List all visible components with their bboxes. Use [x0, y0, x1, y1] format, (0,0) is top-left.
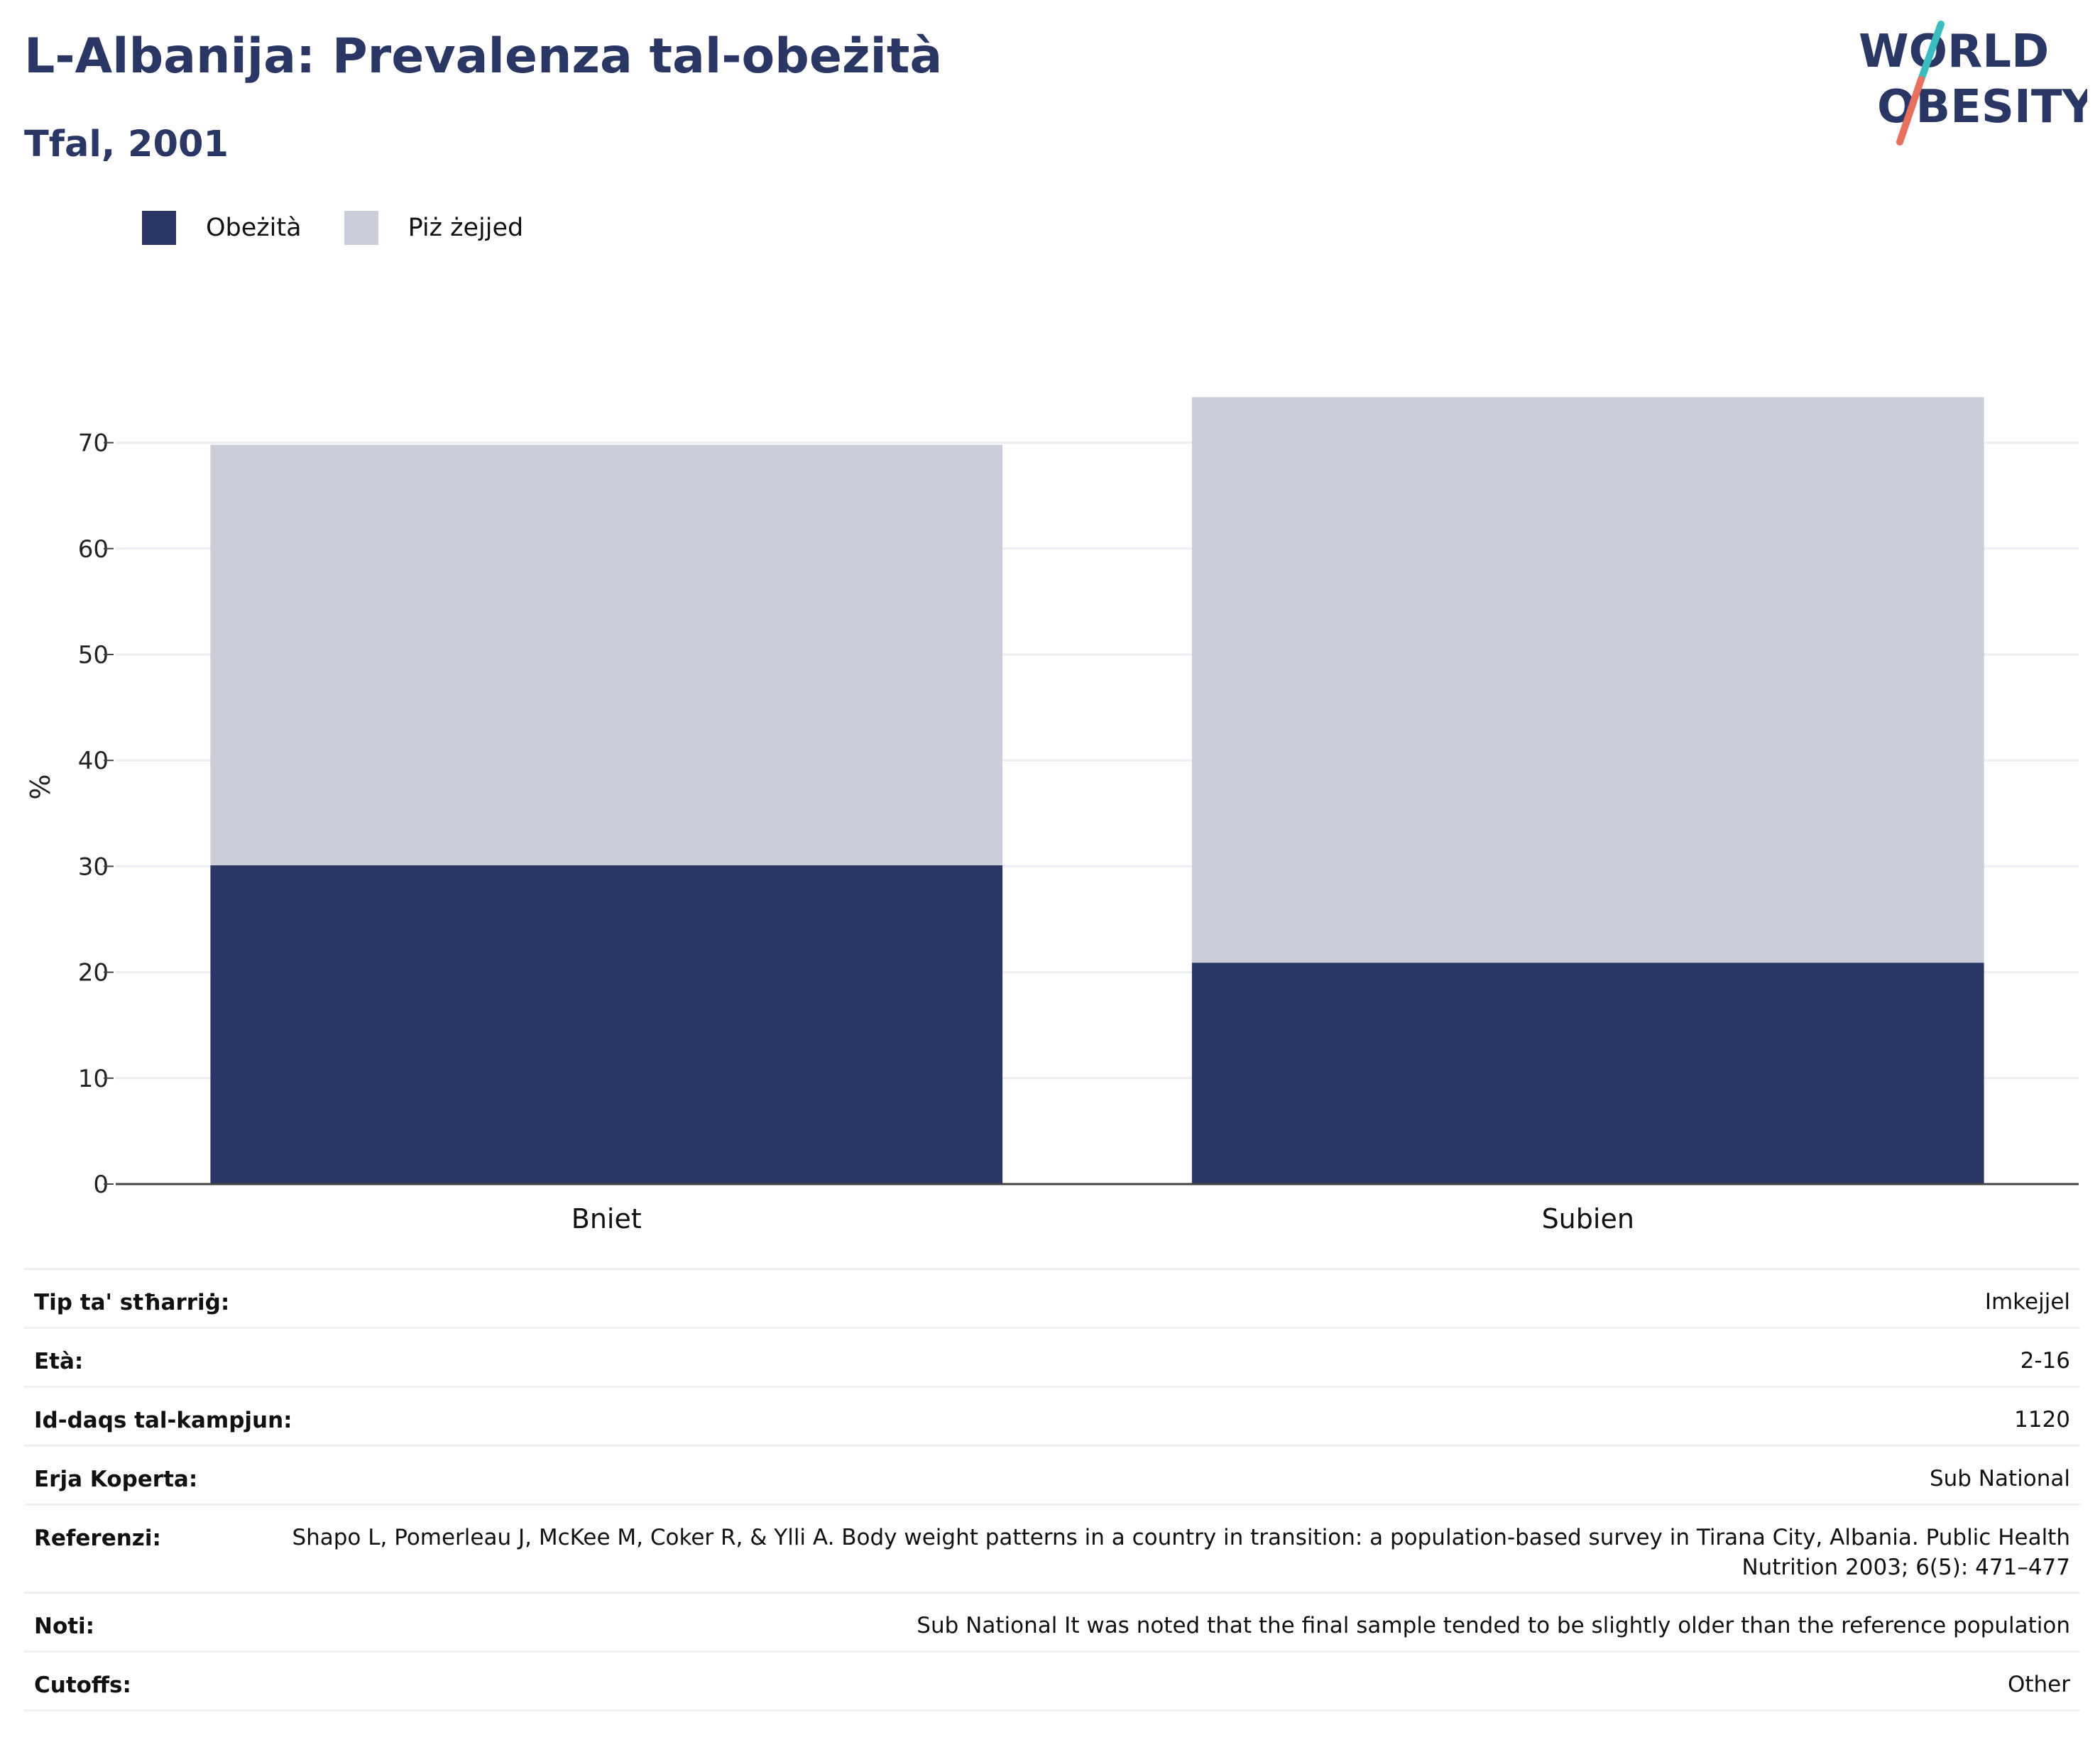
- details-row: Id-daqs tal-kampjun: 1120: [24, 1386, 2080, 1445]
- y-tick-label: 10: [78, 1065, 109, 1093]
- details-value: 1120: [2014, 1407, 2070, 1433]
- x-tick-label: Bniet: [572, 1203, 642, 1234]
- details-label: Erja Koperta:: [34, 1467, 198, 1492]
- details-label: Cutoffs:: [34, 1672, 131, 1698]
- details-row: Erja Koperta: Sub National: [24, 1445, 2080, 1504]
- y-tick-label: 0: [93, 1171, 109, 1199]
- bar-overweight-subien: [1191, 397, 1984, 963]
- logo-line1: WORLD: [1859, 26, 2049, 78]
- legend-label-overweight: Piż żejjed: [408, 214, 524, 242]
- y-tick-label: 40: [78, 747, 109, 775]
- details-table: Tip ta' stħarriġ: Imkejjel Età: 2-16 Id-daqs…: [24, 1268, 2080, 1712]
- y-tick-label: 70: [78, 429, 109, 458]
- details-label: Referenzi:: [34, 1526, 161, 1551]
- details-row: Età: 2-16: [24, 1327, 2080, 1386]
- details-row: Noti: Sub National It was noted that the …: [24, 1592, 2080, 1650]
- details-label: Noti:: [34, 1614, 95, 1639]
- legend-item-obesity[interactable]: Obeżità: [142, 211, 302, 245]
- details-label: Id-daqs tal-kampjun:: [34, 1408, 292, 1433]
- bar-obesity-subien: [1191, 963, 1984, 1184]
- legend: Obeżità Piż żejjed: [142, 211, 566, 245]
- bar-chart: 0 10 20 30 40 50 60 70% Bniet Subien: [25, 397, 2079, 1234]
- details-value: Sub National: [1929, 1466, 2070, 1491]
- chart-title: L-Albanija: Prevalenza tal-obeżità: [24, 28, 943, 84]
- details-row: Referenzi: Shapo L, Pomerleau J, McKee M,…: [24, 1504, 2080, 1592]
- chart-subtitle: Tfal, 2001: [24, 124, 229, 165]
- legend-label-obesity: Obeżità: [206, 214, 302, 242]
- details-value: Sub National It was noted that the final…: [917, 1613, 2070, 1638]
- details-row: Cutoffs: Other: [24, 1650, 2080, 1709]
- details-value: Other: [2007, 1672, 2070, 1697]
- legend-swatch-overweight: [344, 211, 378, 245]
- details-bottom-border: [24, 1709, 2080, 1712]
- bar-overweight-bniet: [210, 444, 1003, 865]
- details-value: 2-16: [2020, 1348, 2070, 1374]
- legend-item-overweight[interactable]: Piż żejjed: [344, 211, 524, 245]
- details-label: Età:: [34, 1349, 84, 1374]
- details-value: Shapo L, Pomerleau J, McKee M, Coker R, …: [292, 1525, 2070, 1580]
- y-axis-title: %: [25, 774, 56, 799]
- y-tick-label: 60: [78, 535, 109, 564]
- legend-swatch-obesity: [142, 211, 176, 245]
- y-tick-label: 50: [78, 641, 109, 669]
- details-label: Tip ta' stħarriġ:: [34, 1290, 230, 1315]
- details-row: Tip ta' stħarriġ: Imkejjel: [24, 1268, 2080, 1327]
- y-tick-label: 20: [78, 959, 109, 987]
- x-tick-label: Subien: [1542, 1203, 1634, 1234]
- details-value: Imkejjel: [1984, 1289, 2070, 1315]
- y-tick-label: 30: [78, 853, 109, 881]
- world-obesity-logo: WORLD OBESITY: [1859, 21, 2087, 146]
- bar-obesity-bniet: [210, 865, 1003, 1184]
